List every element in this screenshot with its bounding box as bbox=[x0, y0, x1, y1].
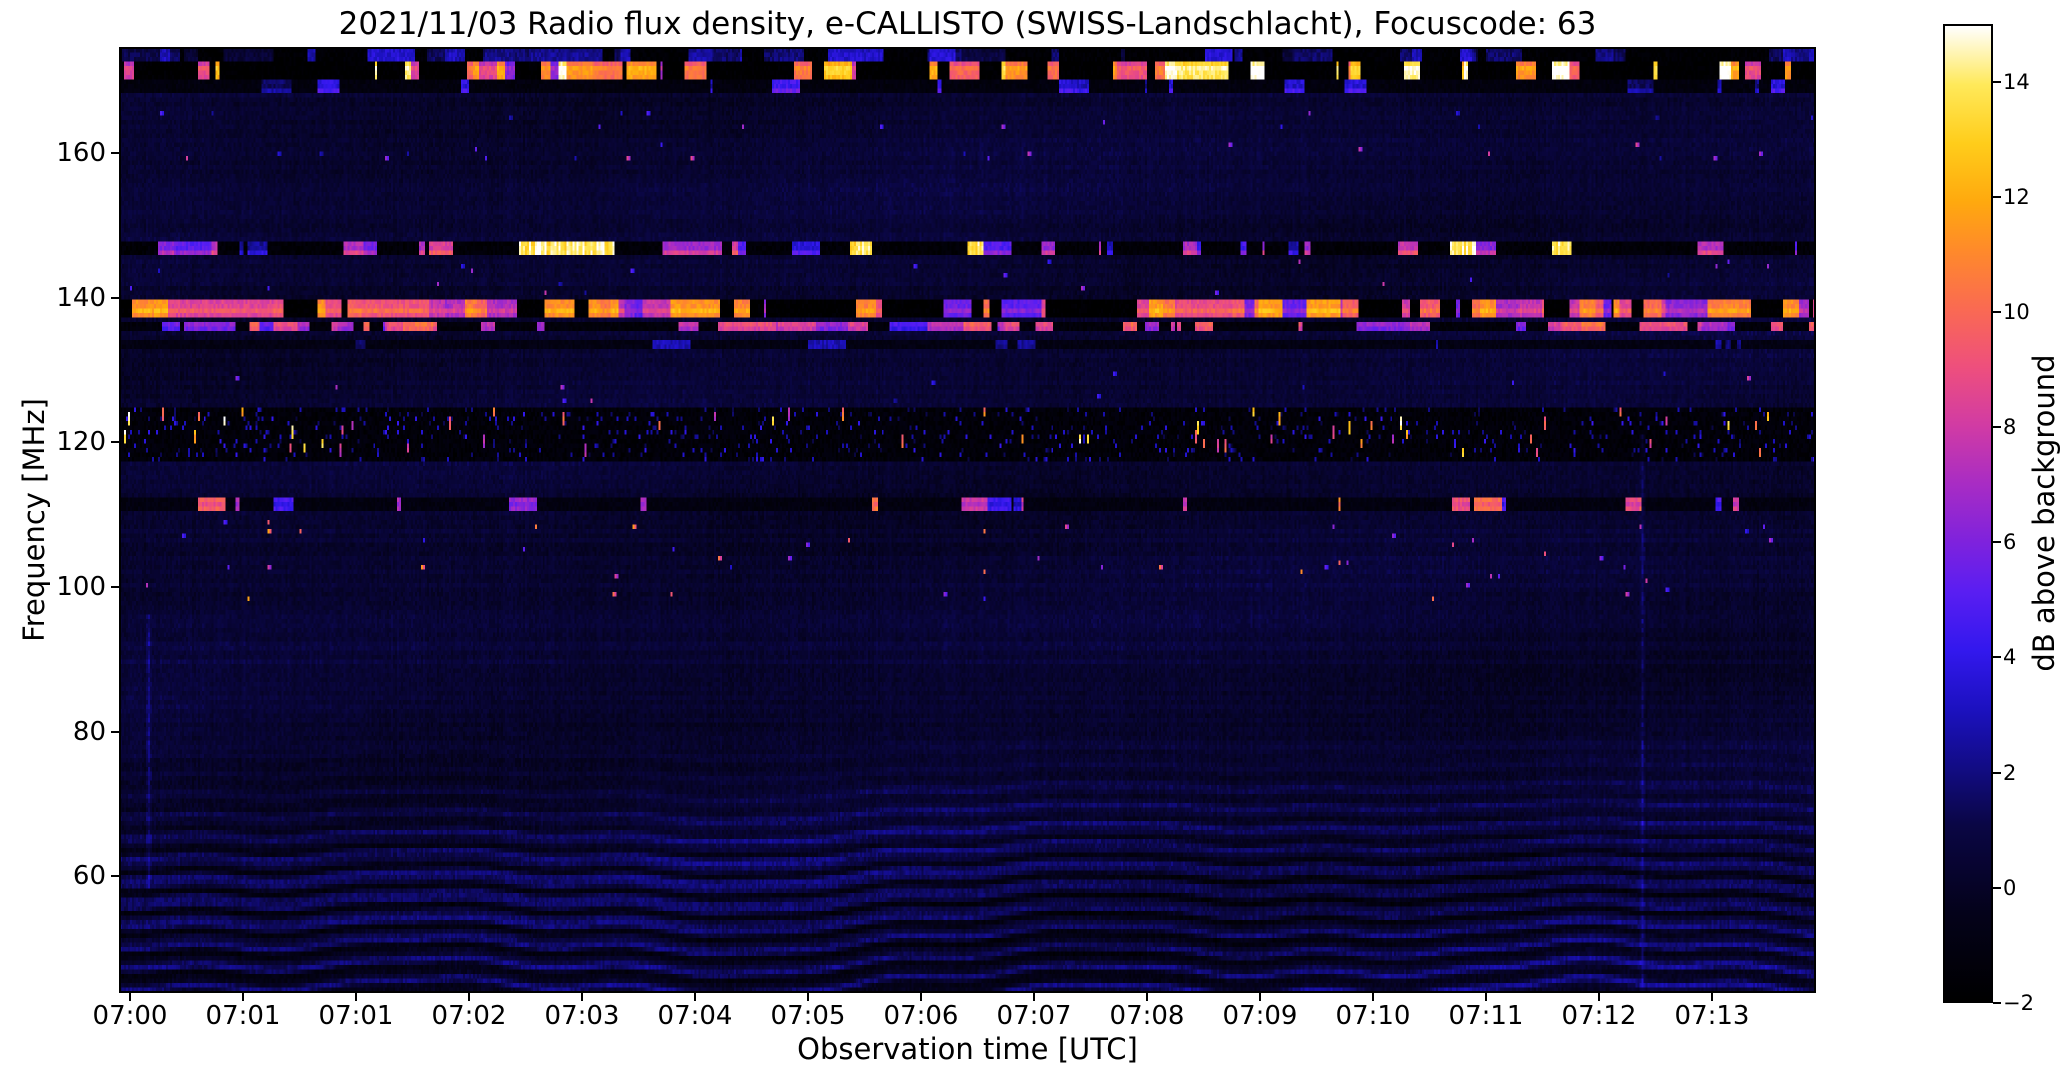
x-tick-mark bbox=[1033, 992, 1035, 1001]
x-tick-label: 07:01 bbox=[318, 1001, 394, 1031]
x-tick-label: 07:07 bbox=[996, 1001, 1072, 1031]
y-tick-label: 80 bbox=[72, 716, 106, 747]
spectrogram-canvas bbox=[120, 48, 1815, 992]
y-tick-label: 140 bbox=[56, 282, 106, 313]
x-axis-label: Observation time [UTC] bbox=[797, 1032, 1138, 1066]
x-tick-mark bbox=[1485, 992, 1487, 1001]
colorbar-tick-label: 0 bbox=[2003, 875, 2017, 900]
colorbar-tick-label: 12 bbox=[2003, 184, 2030, 209]
y-tick-mark bbox=[111, 585, 120, 588]
colorbar-tick-label: 4 bbox=[2003, 645, 2017, 670]
chart-title: 2021/11/03 Radio flux density, e-CALLIST… bbox=[338, 6, 1597, 42]
colorbar-tick-mark bbox=[1993, 541, 2001, 544]
x-tick-mark bbox=[242, 992, 244, 1001]
y-tick-label: 120 bbox=[56, 427, 106, 458]
colorbar-tick-mark bbox=[1993, 771, 2001, 774]
colorbar-tick-mark bbox=[1993, 656, 2001, 659]
x-tick-mark bbox=[468, 992, 470, 1001]
x-tick-mark bbox=[1146, 992, 1148, 1001]
colorbar-tick-label: −2 bbox=[2003, 991, 2034, 1015]
x-tick-mark bbox=[129, 992, 131, 1001]
x-tick-mark bbox=[1598, 992, 1600, 1001]
colorbar-label: dB above background bbox=[2027, 354, 2061, 672]
colorbar-tick-label: 2 bbox=[2003, 760, 2017, 785]
x-tick-mark bbox=[1259, 992, 1261, 1001]
colorbar-tick-mark bbox=[1993, 195, 2001, 198]
colorbar-tick-mark bbox=[1993, 80, 2001, 83]
y-tick-mark bbox=[111, 441, 120, 444]
x-tick-label: 07:00 bbox=[92, 1001, 168, 1031]
y-tick-label: 160 bbox=[56, 137, 106, 168]
x-tick-label: 07:09 bbox=[1222, 1001, 1298, 1031]
x-tick-label: 07:10 bbox=[1335, 1001, 1411, 1031]
x-tick-mark bbox=[694, 992, 696, 1001]
y-tick-mark bbox=[111, 730, 120, 733]
x-tick-label: 07:11 bbox=[1448, 1001, 1524, 1031]
colorbar-tick-label: 8 bbox=[2003, 415, 2017, 440]
x-tick-mark bbox=[1372, 992, 1374, 1001]
y-tick-label: 60 bbox=[72, 861, 106, 892]
y-tick-mark bbox=[111, 151, 120, 154]
y-tick-mark bbox=[111, 296, 120, 299]
colorbar-tick-mark bbox=[1993, 886, 2001, 889]
x-tick-mark bbox=[1711, 992, 1713, 1001]
x-tick-label: 07:03 bbox=[544, 1001, 620, 1031]
x-tick-mark bbox=[355, 992, 357, 1001]
x-tick-label: 07:05 bbox=[770, 1001, 846, 1031]
colorbar-gradient bbox=[1945, 26, 1991, 1001]
colorbar-tick-label: 6 bbox=[2003, 530, 2017, 555]
x-tick-label: 07:08 bbox=[1109, 1001, 1185, 1031]
colorbar-tick-label: 10 bbox=[2003, 299, 2030, 324]
colorbar-tick-mark bbox=[1993, 426, 2001, 429]
x-tick-label: 07:13 bbox=[1674, 1001, 1750, 1031]
x-tick-label: 07:01 bbox=[205, 1001, 281, 1031]
y-tick-mark bbox=[111, 875, 120, 878]
colorbar bbox=[1943, 24, 1993, 1003]
colorbar-tick-label: 14 bbox=[2003, 69, 2030, 94]
colorbar-tick-mark bbox=[1993, 310, 2001, 313]
colorbar-tick-mark bbox=[1993, 1002, 2001, 1004]
x-tick-label: 07:12 bbox=[1561, 1001, 1637, 1031]
x-tick-mark bbox=[581, 992, 583, 1001]
y-tick-label: 100 bbox=[56, 571, 106, 602]
x-tick-mark bbox=[807, 992, 809, 1001]
x-tick-label: 07:04 bbox=[657, 1001, 733, 1031]
x-tick-mark bbox=[920, 992, 922, 1001]
x-tick-label: 07:02 bbox=[431, 1001, 507, 1031]
x-tick-label: 07:06 bbox=[883, 1001, 959, 1031]
